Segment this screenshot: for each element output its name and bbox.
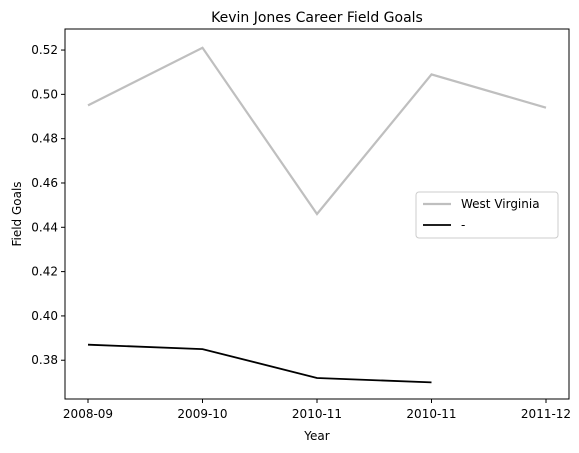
- legend-box: [415, 191, 559, 239]
- legend: West Virginia -: [415, 191, 559, 239]
- series-layer: [87, 46, 547, 384]
- y-tick-label: 0.44: [31, 220, 58, 234]
- x-tick-label: 2010-11: [406, 407, 456, 421]
- y-tick-label: 0.40: [31, 309, 58, 323]
- y-tick-label: 0.38: [31, 353, 58, 367]
- y-tick-label: 0.46: [31, 176, 58, 190]
- x-tick-label: 2009-10: [177, 407, 227, 421]
- x-tick-label: 2008-09: [63, 407, 113, 421]
- series-line-2: [87, 343, 432, 384]
- legend-label-2: -: [461, 218, 465, 232]
- legend-label-1: West Virginia: [461, 197, 540, 211]
- y-axis-ticks: 0.38 0.40 0.42 0.44 0.46 0.48 0.50 0.52: [31, 43, 65, 367]
- x-tick-label: 2010-11: [292, 407, 342, 421]
- x-axis-ticks: 2008-092009-102010-112010-112011-12Caree…: [63, 399, 571, 421]
- chart-title: Kevin Jones Career Field Goals: [211, 10, 423, 26]
- y-tick-label: 0.52: [31, 43, 58, 57]
- y-tick-label: 0.42: [31, 265, 58, 279]
- y-tick-label: 0.50: [31, 87, 58, 101]
- x-tick-label: 2011-12: [521, 407, 571, 421]
- series-line-1: [87, 46, 547, 216]
- y-axis-label: Field Goals: [10, 181, 24, 246]
- y-tick-label: 0.48: [31, 132, 58, 146]
- x-axis-label: Year: [303, 429, 329, 443]
